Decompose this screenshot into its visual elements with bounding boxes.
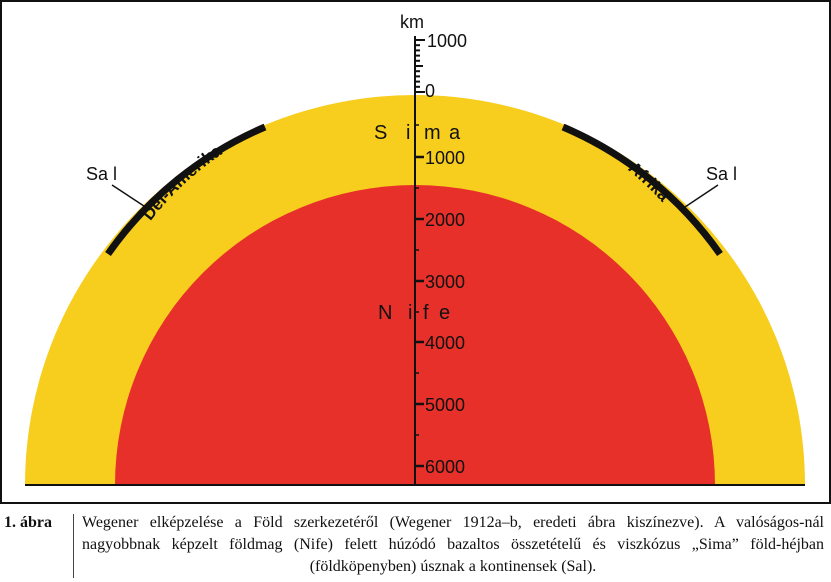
scale-label-4000: 4000: [425, 333, 465, 353]
nife-letter-2: i: [408, 302, 412, 324]
sima-letter-4: a: [449, 122, 461, 144]
scale-label-1000-above: 1000: [427, 31, 467, 51]
scale-label-6000: 6000: [425, 457, 465, 477]
figure-caption: 1. ábra Wegener elképzelése a Föld szerk…: [0, 512, 831, 582]
scale-label-1000: 1000: [425, 148, 465, 168]
scale-label-2000: 2000: [425, 210, 465, 230]
caption-label: 1. ábra: [4, 514, 52, 531]
scale-label-0: 0: [425, 81, 435, 101]
depth-scale-ticks: [415, 39, 425, 468]
nife-letter-4: e: [439, 302, 450, 324]
sal-left-continent: [105, 123, 267, 257]
sal-left-leader: [111, 184, 151, 211]
scale-label-3000: 3000: [425, 272, 465, 292]
caption-separator: [73, 514, 74, 578]
depth-scale: [25, 36, 805, 486]
sal-right-leader: [681, 184, 719, 210]
diagram-border: [0, 0, 831, 504]
sal-label-right: Sa l: [706, 164, 737, 184]
nife-letter-3: f: [423, 302, 429, 324]
earth-structure-diagram: Dél-Amerika Afrika Sa l Sa l km 1000 0 1…: [0, 0, 831, 504]
sal-right-continent: [561, 123, 723, 257]
scale-label-5000: 5000: [425, 395, 465, 415]
sal-label-left: Sa l: [86, 164, 117, 184]
sima-letter-2: i: [406, 122, 410, 144]
sima-letter-3: m: [424, 122, 441, 144]
scale-unit-label: km: [400, 12, 424, 32]
caption-text: Wegener elképzelése a Föld szerkezetéről…: [82, 514, 824, 575]
nife-letter-1: N: [378, 302, 392, 324]
sima-letter-1: S: [374, 122, 387, 144]
